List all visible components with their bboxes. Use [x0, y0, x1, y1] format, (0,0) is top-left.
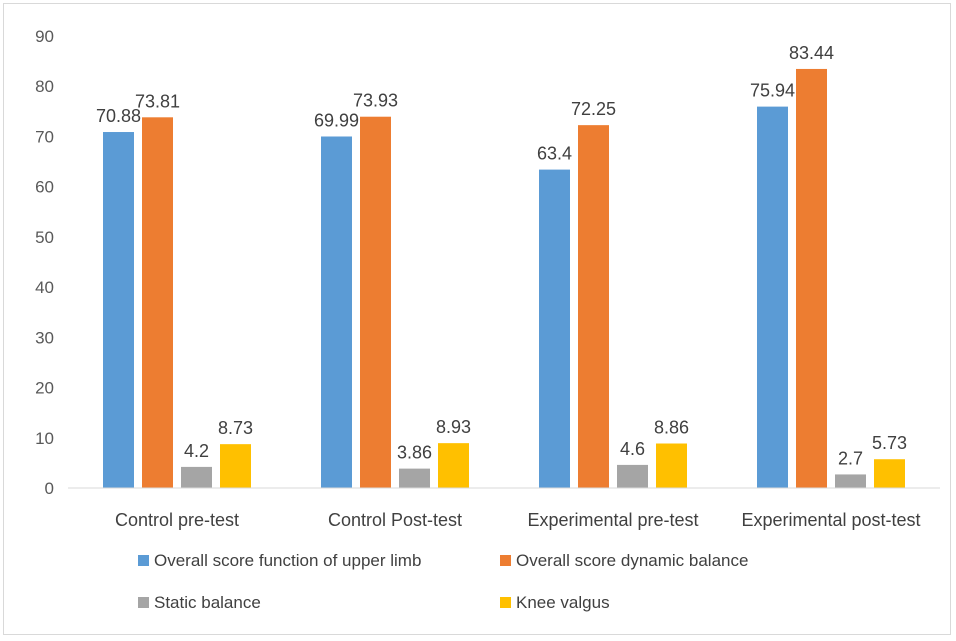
bar: [399, 468, 430, 488]
legend-swatch: [138, 555, 149, 566]
bar: [578, 125, 609, 489]
legend-swatch: [500, 597, 511, 608]
legend: Overall score function of upper limb Over…: [138, 551, 748, 612]
data-label: 4.2: [184, 441, 209, 461]
bar: [796, 68, 827, 489]
data-label: 3.86: [397, 443, 432, 463]
data-label: 73.81: [135, 91, 180, 111]
y-tick-label: 0: [45, 479, 54, 498]
legend-label: Knee valgus: [516, 593, 610, 612]
chart-frame: 0 10 20 30 40 50 60 70 80 90 70.88 73.81 4.2 8.73 69.…: [3, 3, 951, 635]
data-label: 70.88: [96, 106, 141, 126]
data-label: 8.73: [218, 418, 253, 438]
bar: [220, 444, 251, 488]
bars: [103, 68, 905, 489]
data-label: 2.7: [838, 448, 863, 468]
bar: [539, 169, 570, 488]
legend-item: Static balance: [138, 593, 261, 612]
x-tick-label: Experimental pre-test: [527, 510, 698, 530]
x-tick-label: Experimental post-test: [741, 510, 920, 530]
y-axis: 0 10 20 30 40 50 60 70 80 90: [35, 27, 54, 498]
bar: [321, 136, 352, 488]
y-tick-label: 70: [35, 127, 54, 146]
x-axis: Control pre-test Control Post-test Experim…: [115, 510, 921, 530]
legend-label: Static balance: [154, 593, 261, 612]
legend-swatch: [500, 555, 511, 566]
legend-item: Overall score function of upper limb: [138, 551, 421, 570]
bar: [438, 443, 469, 488]
data-label: 83.44: [789, 43, 834, 63]
bar: [835, 474, 866, 488]
y-tick-label: 90: [35, 27, 54, 46]
data-label: 72.25: [571, 99, 616, 119]
bar: [617, 464, 648, 488]
legend-label: Overall score function of upper limb: [154, 551, 421, 570]
bar: [142, 117, 173, 488]
bar: [360, 116, 391, 489]
bar: [656, 443, 687, 488]
legend-item: Overall score dynamic balance: [500, 551, 748, 570]
x-tick-label: Control pre-test: [115, 510, 239, 530]
bar: [103, 132, 134, 488]
data-label: 75.94: [750, 81, 795, 101]
data-label: 4.6: [620, 439, 645, 459]
y-tick-label: 50: [35, 228, 54, 247]
y-tick-label: 30: [35, 328, 54, 347]
data-label: 73.93: [353, 91, 398, 111]
legend-label: Overall score dynamic balance: [516, 551, 748, 570]
data-label: 8.93: [436, 417, 471, 437]
bar: [181, 466, 212, 488]
legend-item: Knee valgus: [500, 593, 610, 612]
bar: [757, 106, 788, 489]
y-tick-label: 40: [35, 278, 54, 297]
x-tick-label: Control Post-test: [328, 510, 462, 530]
y-tick-label: 80: [35, 77, 54, 96]
data-label: 69.99: [314, 110, 359, 130]
y-tick-label: 20: [35, 379, 54, 398]
y-tick-label: 10: [35, 429, 54, 448]
data-label: 5.73: [872, 433, 907, 453]
y-tick-label: 60: [35, 178, 54, 197]
data-label: 63.4: [537, 144, 572, 164]
legend-swatch: [138, 597, 149, 608]
bar: [874, 459, 905, 488]
data-label: 8.86: [654, 418, 689, 438]
